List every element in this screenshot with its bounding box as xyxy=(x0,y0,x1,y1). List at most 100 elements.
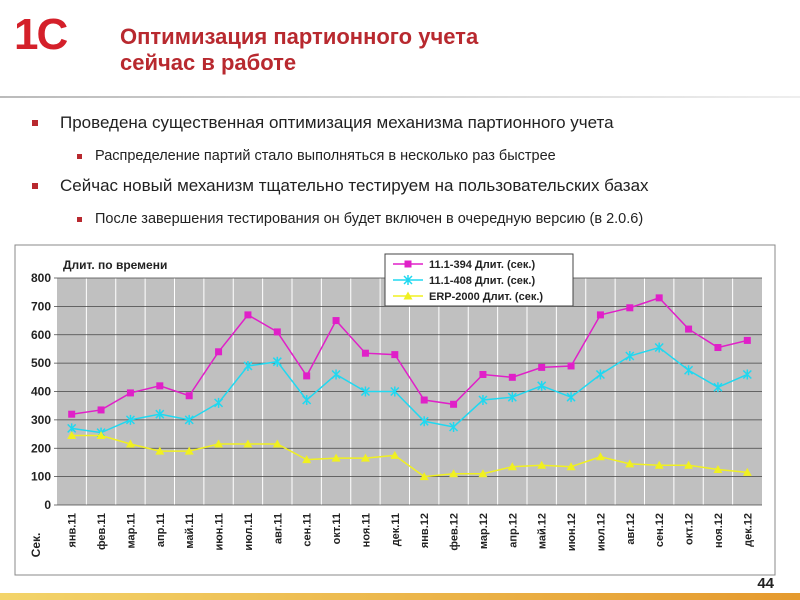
x-tick-label: ноя.11 xyxy=(360,513,372,547)
data-point xyxy=(567,362,575,370)
x-tick-label: окт.11 xyxy=(331,513,343,544)
x-tick-label: фев.11 xyxy=(96,513,108,550)
data-point xyxy=(742,369,752,380)
series-line xyxy=(71,296,748,415)
y-axis-label: Сек. xyxy=(29,533,43,558)
data-point xyxy=(125,439,135,448)
x-tick-label: янв.12 xyxy=(419,513,431,548)
data-point xyxy=(244,311,252,319)
data-point xyxy=(302,455,312,464)
data-point xyxy=(450,400,458,408)
data-point xyxy=(449,469,459,478)
data-point xyxy=(507,392,517,403)
y-tick-label: 800 xyxy=(31,271,51,285)
data-point xyxy=(654,460,664,469)
x-tick-label: сен.11 xyxy=(302,513,314,547)
series-line xyxy=(71,346,748,434)
x-tick-label: июл.11 xyxy=(243,513,255,551)
data-point xyxy=(215,348,223,356)
x-tick-label: дек.11 xyxy=(390,513,402,546)
y-tick-label: 0 xyxy=(44,498,51,512)
data-point xyxy=(155,409,165,420)
data-point xyxy=(361,349,369,357)
logo: 1С xyxy=(14,10,68,59)
title-line: сейчас в работе xyxy=(120,50,297,75)
data-point xyxy=(303,372,311,380)
data-point xyxy=(684,365,694,376)
y-tick-label: 500 xyxy=(31,356,51,370)
data-point xyxy=(391,351,399,359)
y-tick-label: 400 xyxy=(31,385,51,399)
data-point xyxy=(419,472,429,481)
x-tick-label: май.12 xyxy=(537,513,549,549)
data-point xyxy=(68,410,76,418)
x-tick-label: фев.12 xyxy=(449,513,461,551)
bullet: Проведена существенная оптимизация механ… xyxy=(32,113,614,132)
data-point xyxy=(243,439,253,448)
x-tick-label: июн.11 xyxy=(214,513,226,551)
data-point xyxy=(566,392,576,403)
data-point xyxy=(566,462,576,471)
data-point xyxy=(420,396,428,404)
data-point xyxy=(97,406,105,414)
sub-bullet: После завершения тестирования он будет в… xyxy=(76,211,644,227)
x-tick-label: мар.12 xyxy=(478,513,490,549)
separator xyxy=(0,96,800,98)
data-point xyxy=(537,460,547,469)
data-point xyxy=(478,395,488,406)
data-point xyxy=(332,317,340,325)
data-point xyxy=(214,439,224,448)
data-point xyxy=(96,430,106,439)
data-point xyxy=(478,469,488,478)
data-point xyxy=(360,386,370,397)
data-point xyxy=(507,462,517,471)
bullet: Сейчас новый механизм тщательно тестируе… xyxy=(32,176,649,195)
data-point xyxy=(685,325,693,333)
data-point xyxy=(713,382,723,393)
data-point xyxy=(625,351,635,362)
data-point xyxy=(655,294,663,302)
data-point xyxy=(625,459,635,468)
y-tick-label: 300 xyxy=(31,413,51,427)
data-point xyxy=(126,389,134,397)
data-point xyxy=(508,373,516,381)
x-tick-label: сен.12 xyxy=(654,513,666,547)
x-tick-label: дек.12 xyxy=(742,513,754,547)
x-tick-label: июл.12 xyxy=(595,513,607,551)
data-point xyxy=(449,421,459,432)
x-tick-label: окт.12 xyxy=(684,513,696,545)
x-tick-label: май.11 xyxy=(184,513,196,549)
legend-label: 11.1-408 Длит. (сек.) xyxy=(429,275,535,287)
data-point xyxy=(538,363,546,371)
data-point xyxy=(390,450,400,459)
x-tick-label: ноя.12 xyxy=(713,513,725,548)
page-number: 44 xyxy=(757,575,774,592)
data-point xyxy=(273,328,281,336)
data-point xyxy=(272,356,282,367)
data-point xyxy=(595,369,605,380)
data-point xyxy=(743,336,751,344)
data-point xyxy=(684,460,694,469)
data-point xyxy=(537,380,547,391)
data-point xyxy=(67,430,77,439)
data-point xyxy=(214,397,224,408)
y-tick-label: 700 xyxy=(31,299,51,313)
chart-title: Длит. по времени xyxy=(63,258,167,272)
x-tick-label: июн.12 xyxy=(566,513,578,551)
data-point xyxy=(302,395,312,406)
data-point xyxy=(272,439,282,448)
sub-bullet: Распределение партий стало выполняться в… xyxy=(77,148,556,164)
data-point xyxy=(742,467,752,476)
data-point xyxy=(360,453,370,462)
data-point xyxy=(184,446,194,455)
x-tick-label: янв.11 xyxy=(67,513,79,548)
footer-band xyxy=(0,593,800,600)
x-tick-label: апр.12 xyxy=(507,513,519,548)
y-tick-label: 100 xyxy=(31,470,51,484)
data-point xyxy=(404,260,412,268)
data-point xyxy=(596,311,604,319)
data-point xyxy=(714,344,722,352)
data-point xyxy=(243,360,253,371)
